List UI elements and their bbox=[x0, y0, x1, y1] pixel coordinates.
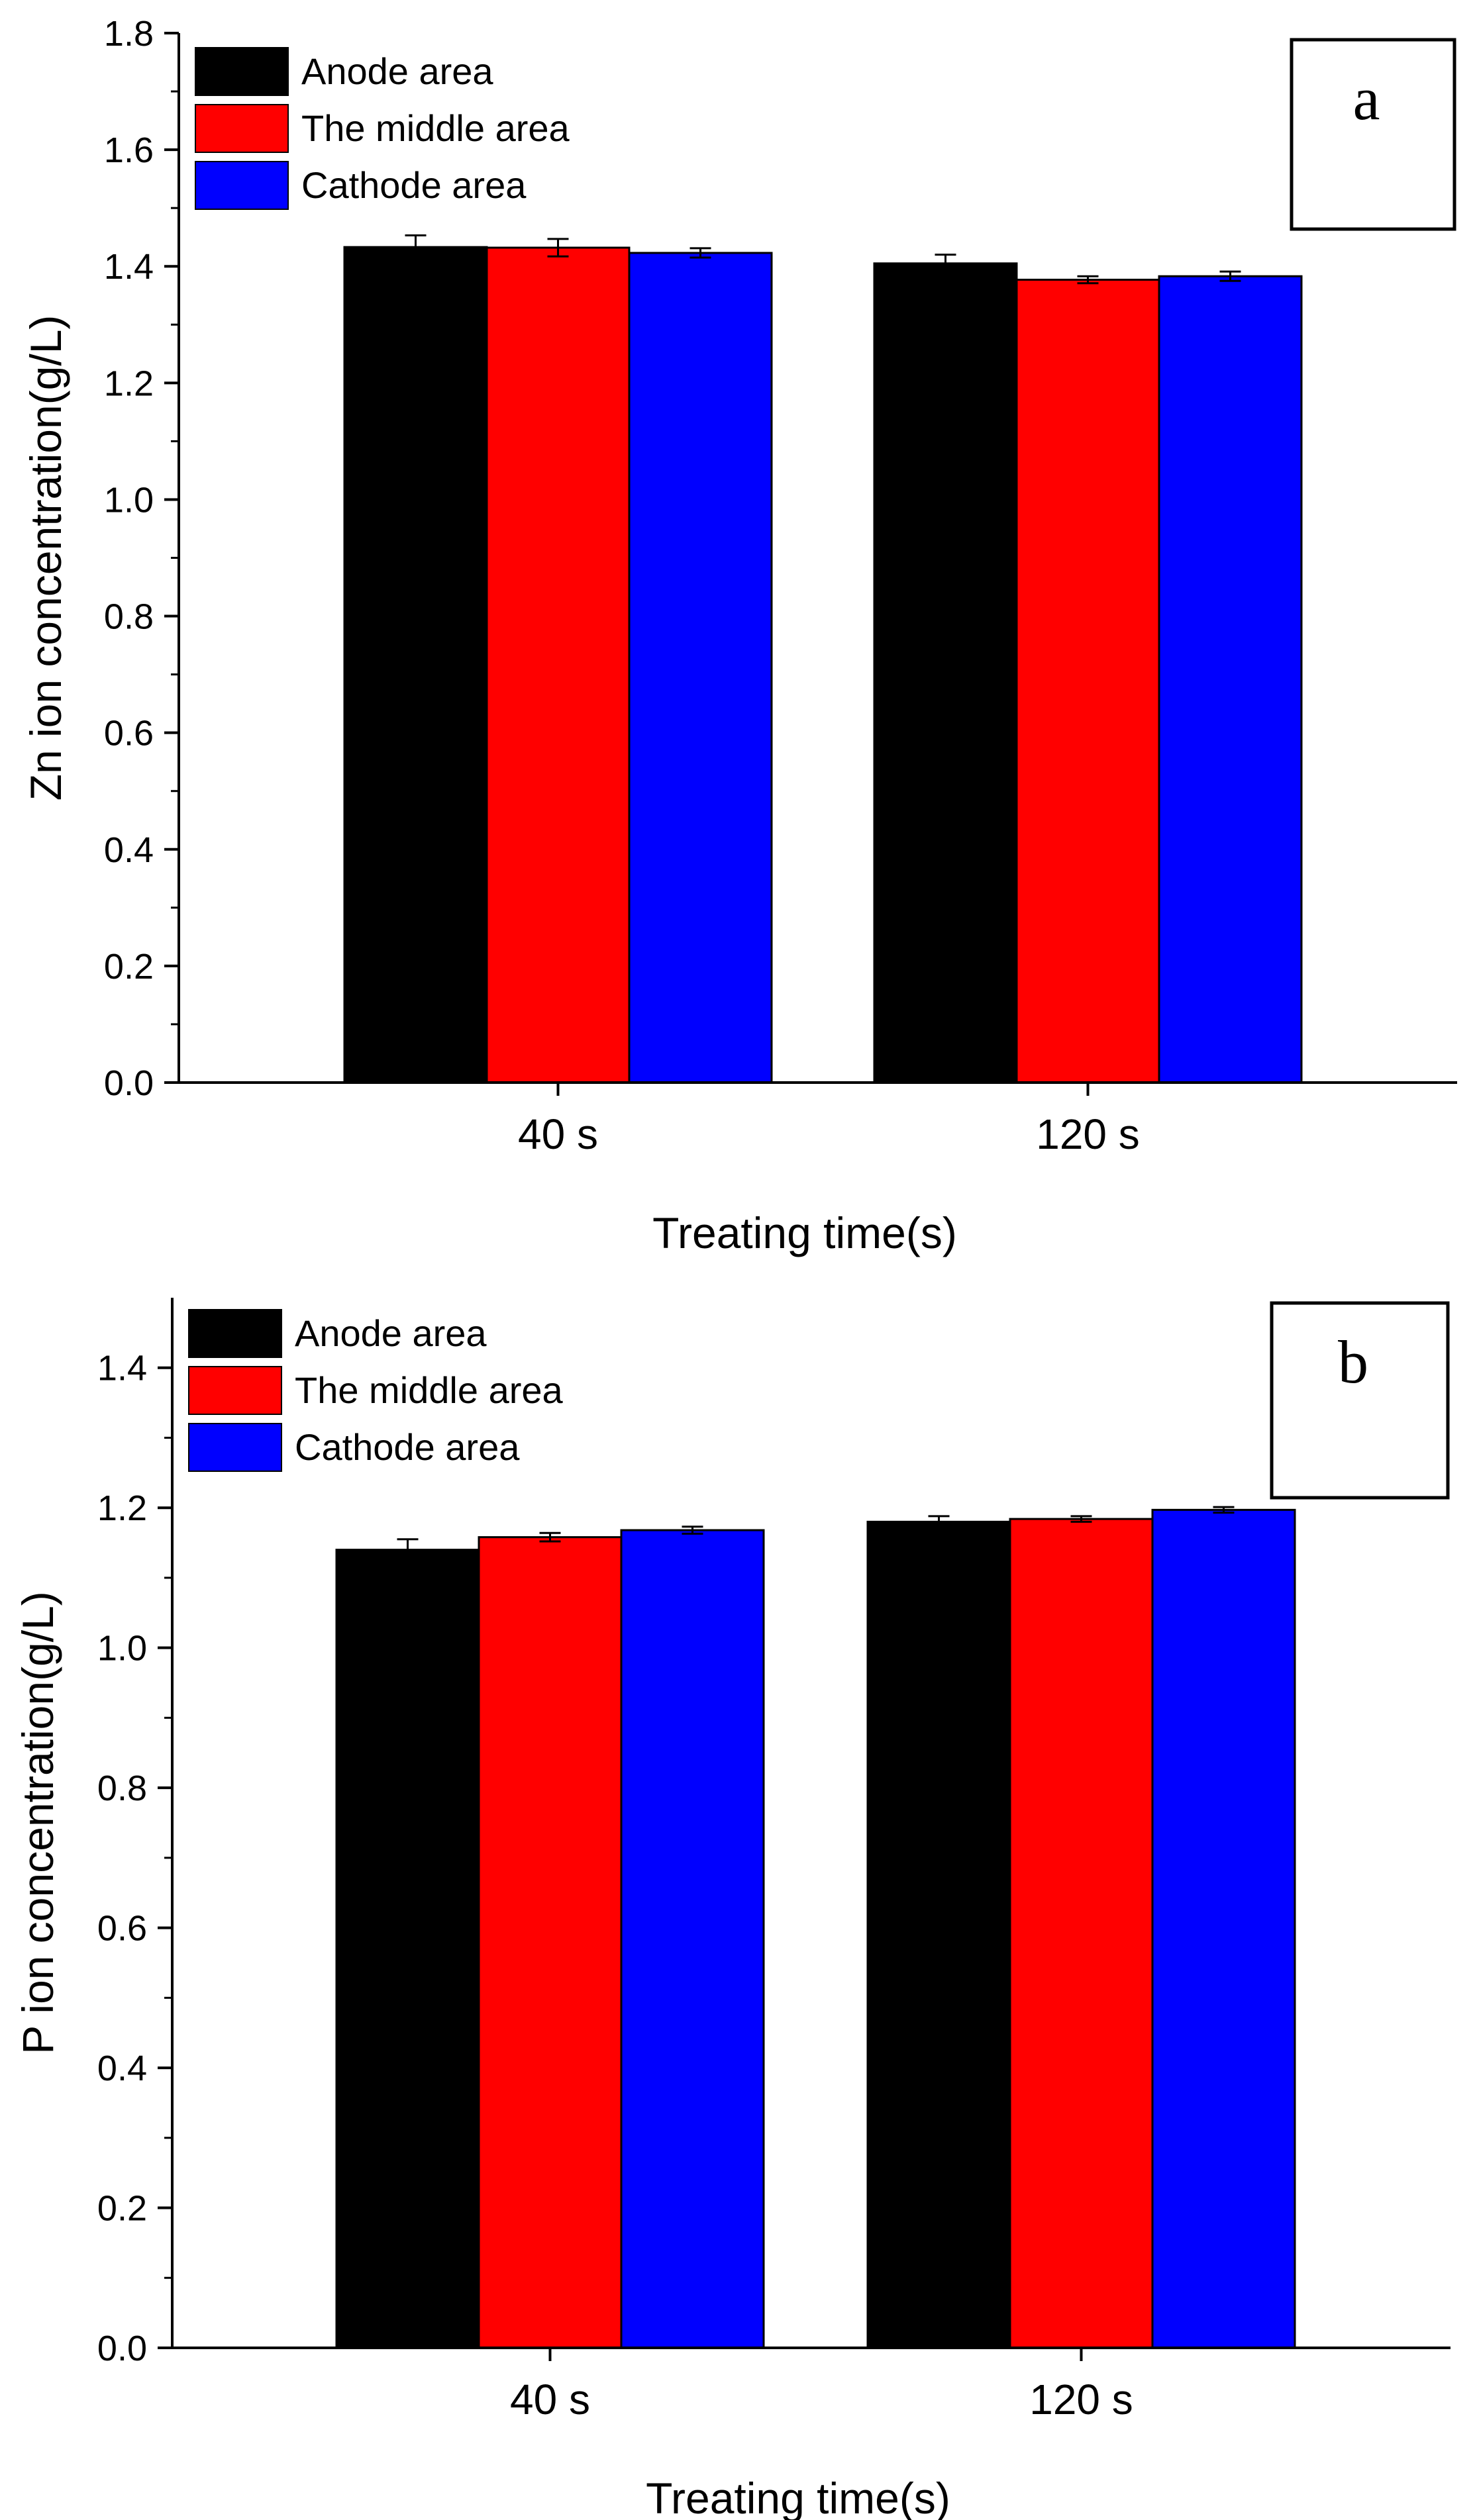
bar-cathode-area-120s bbox=[1151, 1508, 1296, 2349]
legend-label: Cathode area bbox=[295, 1426, 520, 1468]
panel-label-box bbox=[1290, 38, 1456, 231]
y-tick-label: 0.0 bbox=[104, 1063, 154, 1103]
y-tick-label: 0.2 bbox=[104, 947, 154, 987]
y-tick-label: 1.0 bbox=[97, 1629, 147, 1669]
bar-cathode-area-40s bbox=[628, 252, 773, 1084]
y-tick-label: 0.0 bbox=[97, 2329, 147, 2368]
legend-label: The middle area bbox=[301, 107, 570, 149]
legend-swatch bbox=[188, 1309, 282, 1358]
bar-cathode-area-120s bbox=[1158, 275, 1303, 1084]
y-tick-label: 0.4 bbox=[97, 2049, 147, 2088]
y-axis-title: P ion concentration(g/L) bbox=[13, 1591, 62, 2055]
bar-anode-area-120s bbox=[866, 1520, 1011, 2349]
y-tick-label: 1.8 bbox=[104, 14, 154, 54]
x-tick-label: 120 s bbox=[1029, 2376, 1133, 2423]
x-axis-title: Treating time(s) bbox=[652, 1208, 957, 1257]
y-tick-label: 0.8 bbox=[97, 1769, 147, 1808]
bar-the-middle-area-40s bbox=[485, 246, 631, 1084]
y-tick-label: 1.4 bbox=[97, 1349, 147, 1388]
x-tick-label: 40 s bbox=[510, 2376, 590, 2423]
y-axis-title: Zn ion concentration(g/L) bbox=[21, 315, 70, 801]
legend-swatch bbox=[195, 104, 289, 153]
chart-panel-b: 0.0 0.2 0.4 0.6 0.8 1.0 1.2 1.4 40 s 120 s Treatin… bbox=[13, 1298, 1451, 2520]
y-tick-label: 0.6 bbox=[104, 714, 154, 753]
legend-swatch bbox=[188, 1366, 282, 1415]
legend-label: Anode area bbox=[301, 50, 493, 92]
y-tick-label: 0.6 bbox=[97, 1909, 147, 1949]
y-tick-label: 1.4 bbox=[104, 247, 154, 287]
legend-swatch bbox=[195, 161, 289, 210]
chart-panel-a: 0.0 0.2 0.4 0.6 0.8 1.0 1.2 1.4 1.6 1.8 40 s 120 s T… bbox=[21, 14, 1457, 1257]
legend-label: Anode area bbox=[295, 1312, 487, 1354]
bar-anode-area-40s bbox=[343, 246, 488, 1084]
y-tick-label: 1.2 bbox=[104, 363, 154, 403]
bar-anode-area-40s bbox=[335, 1549, 480, 2349]
x-axis-title: Treating time(s) bbox=[646, 2474, 950, 2520]
legend-swatch bbox=[195, 47, 289, 96]
panel-label: a bbox=[1353, 65, 1380, 132]
panel-label-box bbox=[1270, 1301, 1450, 1500]
panel-label: b bbox=[1338, 1328, 1368, 1396]
x-tick-label: 120 s bbox=[1036, 1110, 1140, 1158]
y-tick-label: 1.2 bbox=[97, 1488, 147, 1528]
y-tick-label: 0.2 bbox=[97, 2189, 147, 2229]
y-tick-label: 1.0 bbox=[104, 480, 154, 520]
y-tick-label: 0.8 bbox=[104, 597, 154, 637]
bar-the-middle-area-40s bbox=[478, 1536, 623, 2349]
bar-anode-area-120s bbox=[873, 262, 1018, 1084]
x-tick-label: 40 s bbox=[518, 1110, 598, 1158]
bar-cathode-area-40s bbox=[620, 1529, 765, 2349]
bar-the-middle-area-120s bbox=[1015, 278, 1160, 1084]
y-tick-label: 1.6 bbox=[104, 130, 154, 170]
legend-label: The middle area bbox=[295, 1369, 564, 1411]
legend-swatch bbox=[188, 1423, 282, 1472]
y-tick-label: 0.4 bbox=[104, 830, 154, 870]
bar-the-middle-area-120s bbox=[1009, 1518, 1154, 2349]
legend-label: Cathode area bbox=[301, 164, 527, 206]
